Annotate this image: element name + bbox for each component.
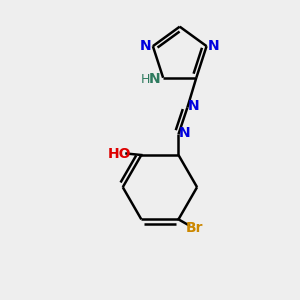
Text: HO: HO [107, 146, 131, 161]
Text: N: N [188, 99, 200, 113]
Text: N: N [179, 126, 191, 140]
Text: N: N [208, 39, 220, 53]
Text: H: H [141, 73, 150, 86]
Text: N: N [148, 72, 160, 86]
Text: Br: Br [186, 221, 204, 235]
Text: N: N [140, 39, 151, 53]
